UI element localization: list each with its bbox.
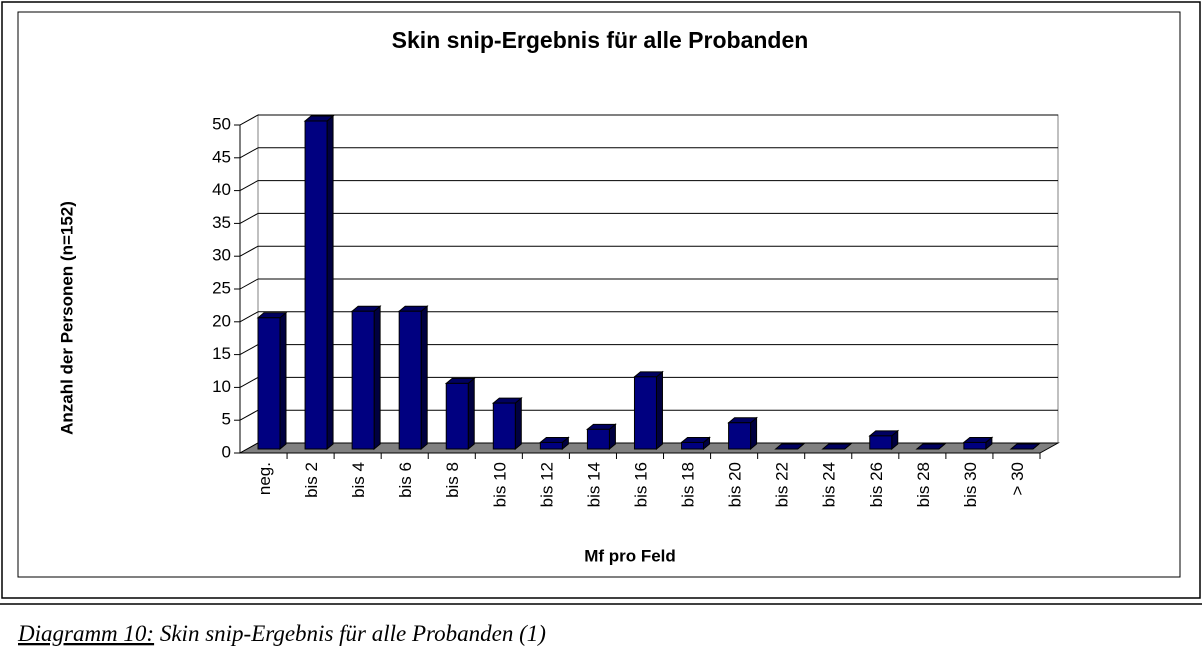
caption-label: Diagramm 10: [17,621,154,646]
bar-front [963,441,987,450]
x-tick-label: bis 6 [396,462,415,498]
x-tick-label: bis 20 [726,462,745,507]
y-tick-label: 10 [212,377,231,396]
grid-line-side [239,311,259,323]
x-tick-label: neg. [255,462,274,495]
bar [915,443,947,450]
grid-line-side [239,278,259,290]
bar [303,114,335,451]
bar-side [373,305,381,451]
bar [350,305,382,451]
bar-front [869,435,893,450]
x-tick-label: bis 14 [584,462,603,507]
bar [397,305,429,451]
grid-line-side [239,212,259,224]
bar [774,443,806,450]
bar-side [467,377,475,451]
bar [444,377,476,451]
bar-front [492,402,516,450]
y-tick-label: 15 [212,344,231,363]
bar-front [445,382,469,450]
x-tick-label: bis 8 [443,462,462,498]
grid-line-side [239,180,259,192]
bar-top [915,443,947,450]
chart-title: Skin snip-Ergebnis für alle Probanden [392,27,809,53]
y-tick-label: 30 [212,246,231,265]
grid-line-side [239,409,259,421]
bar-front [728,422,752,450]
grid-line-side [239,344,259,356]
y-tick-label: 0 [222,442,231,461]
bar [538,436,570,451]
bar-front [539,441,563,450]
y-tick-label: 35 [212,213,231,232]
x-tick-label: bis 4 [349,462,368,498]
grid-line-side [239,376,259,388]
bar [680,436,711,451]
y-tick-label: 20 [212,311,231,330]
x-tick-label: bis 28 [914,462,933,507]
y-tick-label: 50 [212,114,231,133]
bar-front [304,120,328,450]
bar-side [326,114,334,451]
bar [256,311,288,451]
bar [962,436,994,451]
x-tick-label: bis 18 [679,462,698,507]
bar-front [681,441,705,450]
grid-line-side [239,245,259,257]
frame [1,1,1201,599]
x-tick-label: bis 2 [302,462,321,498]
bar-side [514,397,522,451]
x-tick-label: bis 24 [820,462,839,507]
bar [821,443,853,450]
x-tick-label: bis 10 [490,462,509,507]
y-tick-label: 45 [212,147,231,166]
grid-line-side [239,114,259,126]
x-tick-label: bis 26 [867,462,886,507]
bar [1009,443,1041,450]
bar-side [420,305,428,451]
bar-front [351,310,375,450]
bar-top [821,443,853,450]
caption: Diagramm 10: Skin snip-Ergebnis für alle… [17,621,546,646]
bar-side [655,370,663,451]
bar-side [279,311,287,451]
x-tick-label: bis 22 [773,462,792,507]
y-tick-label: 25 [212,278,231,297]
bar-front [633,376,657,450]
x-tick-label: bis 30 [961,462,980,507]
bar [868,429,900,451]
grid-line-side [239,147,259,159]
bar [633,370,664,451]
bar-top [1009,443,1041,450]
x-tick-label: bis 12 [537,462,556,507]
bar-front [257,317,281,450]
x-axis-title: Mf pro Feld [584,546,676,565]
y-axis-title: Anzahl der Personen (n=152) [57,201,76,435]
x-tick-label: > 30 [1008,462,1027,496]
bar-front [398,310,422,450]
bar-front [586,428,610,450]
caption-text: Skin snip-Ergebnis für alle Probanden (1… [154,621,546,646]
x-tick-label: bis 16 [631,462,650,507]
y-tick-label: 40 [212,180,231,199]
bar-top [774,443,806,450]
bar [491,397,523,451]
y-tick-label: 5 [222,410,231,429]
bar [586,423,617,451]
bar [727,416,758,451]
